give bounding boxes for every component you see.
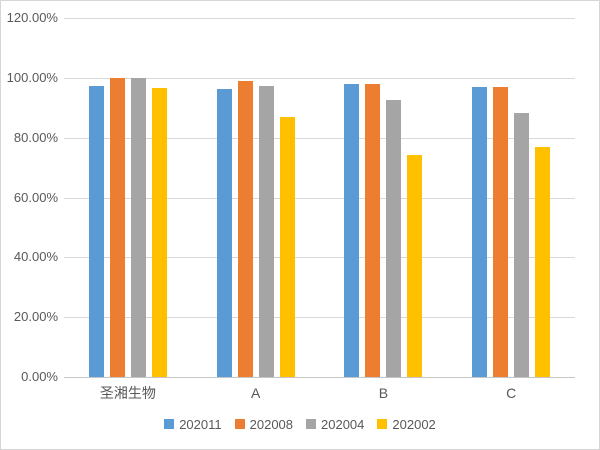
- legend-item-202002: 202002: [377, 416, 436, 432]
- bar-202011-B: [344, 83, 360, 377]
- legend-label: 202008: [249, 416, 294, 432]
- y-tick-label: 40.00%: [13, 249, 58, 265]
- x-tick-label: C: [506, 385, 517, 401]
- legend-swatch-icon: [306, 419, 317, 429]
- y-tick-label: 100.00%: [6, 69, 58, 85]
- bar-202004-A: [258, 85, 274, 377]
- bar-202008-A: [237, 80, 253, 377]
- bar-202004-C: [514, 112, 530, 377]
- legend: 202011 202008 202004 202002: [1, 414, 599, 434]
- bar-group-4: [447, 18, 575, 377]
- bar-202002-C: [535, 146, 551, 377]
- legend-label: 202011: [179, 416, 222, 432]
- legend-label: 202002: [392, 416, 436, 432]
- bar-202004-B: [386, 100, 402, 377]
- gridline: [64, 77, 575, 79]
- gridline: [64, 18, 575, 19]
- legend-swatch-icon: [377, 419, 388, 429]
- x-tick-label: B: [378, 385, 389, 401]
- bar-group-1: [64, 18, 192, 377]
- gridline: [64, 137, 575, 139]
- bar-202002-B: [407, 154, 423, 377]
- y-axis-labels: 0.00% 20.00% 40.00% 60.00% 80.00% 100.00% 120.…: [1, 10, 58, 384]
- bar-202002-圣湘生物: [151, 88, 167, 377]
- legend-swatch-icon: [164, 419, 175, 429]
- bar-202008-B: [365, 84, 381, 377]
- bar-group-3: [320, 18, 448, 377]
- x-axis-labels: 圣湘生物 A B C: [64, 383, 575, 403]
- bar-202011-圣湘生物: [88, 86, 104, 377]
- x-tick-label: 圣湘生物: [99, 385, 156, 401]
- bar-202004-圣湘生物: [130, 78, 146, 377]
- plot-area: [64, 18, 575, 378]
- y-tick-label: 0.00%: [21, 369, 58, 384]
- legend-item-202004: 202004: [306, 417, 364, 432]
- legend-label: 202004: [321, 416, 365, 432]
- bar-202008-圣湘生物: [109, 77, 125, 377]
- gridline: [64, 317, 575, 319]
- x-axis-line: [64, 377, 575, 378]
- bar-202011-A: [216, 88, 232, 377]
- bar-groups: [64, 18, 575, 377]
- legend-item-202008: 202008: [234, 416, 294, 432]
- legend-item-202011: 202011: [164, 416, 222, 432]
- bar-202011-C: [472, 86, 488, 377]
- gridline: [64, 257, 575, 259]
- gridline: [64, 197, 575, 199]
- bar-202002-A: [279, 117, 295, 377]
- y-tick-label: 80.00%: [13, 129, 58, 145]
- bar-group-2: [192, 18, 320, 377]
- bar-202008-C: [493, 86, 509, 377]
- y-tick-label: 20.00%: [13, 309, 58, 325]
- y-tick-label: 60.00%: [13, 189, 58, 205]
- y-tick-label: 120.00%: [6, 10, 58, 25]
- x-tick-label: A: [250, 385, 261, 401]
- legend-swatch-icon: [234, 419, 245, 429]
